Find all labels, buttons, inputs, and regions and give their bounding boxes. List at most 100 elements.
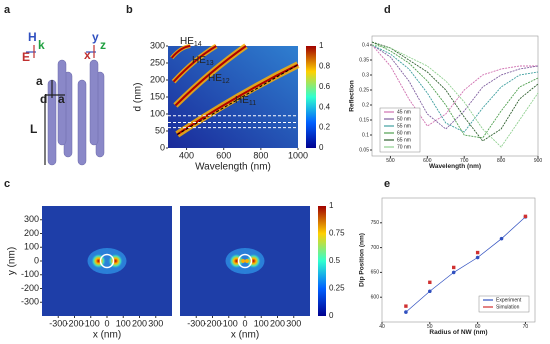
- data-point: [404, 310, 408, 314]
- legend-label: Experiment: [496, 297, 522, 303]
- x-tick-label: -200: [203, 318, 221, 328]
- y-tick-label: 250: [150, 57, 165, 67]
- heatmap-field: [180, 206, 310, 316]
- y-tick-label: 0.25: [359, 87, 369, 93]
- data-point: [428, 280, 432, 285]
- data-point: [475, 255, 480, 260]
- y-tick-label: 0.2: [362, 102, 369, 108]
- mode-name: HE: [235, 95, 249, 106]
- x-axis-label: x (nm): [231, 330, 259, 341]
- nanowire-outline: [237, 253, 253, 269]
- x-tick-label: 600: [216, 150, 231, 160]
- colorbar-tick-label: 0.4: [319, 102, 331, 111]
- colorbar-tick-label: 0: [329, 311, 334, 320]
- colorbar: [318, 206, 326, 316]
- panel-label: b: [126, 4, 133, 16]
- nanowire-diagram: [26, 45, 105, 166]
- panel-label: d: [384, 4, 391, 16]
- panel-label: e: [384, 178, 390, 190]
- heatmap-field: [168, 43, 300, 148]
- mode-label: HE14: [180, 36, 202, 48]
- y-tick-label: 0.1: [362, 132, 369, 138]
- y-tick-label: 150: [150, 91, 165, 101]
- mode-index: 14: [194, 41, 202, 48]
- diagram-label: H: [28, 30, 37, 44]
- y-axis-label: y (nm): [7, 247, 18, 275]
- x-tick-label: 500: [386, 158, 395, 164]
- legend-label: 60 nm: [397, 130, 411, 136]
- data-point: [499, 236, 504, 241]
- legend-label: 50 nm: [397, 116, 411, 122]
- y-tick-label: 50: [155, 125, 165, 135]
- x-axis-label: x (nm): [93, 330, 121, 341]
- colorbar-tick-label: 0.6: [319, 82, 331, 91]
- diagram-label: k: [38, 38, 45, 52]
- x-tick-label: -300: [49, 318, 67, 328]
- x-tick-label: 70: [523, 324, 529, 330]
- panel-label: c: [4, 178, 10, 190]
- heatmap-field: [42, 206, 172, 316]
- y-axis-label: Reflection: [349, 80, 356, 111]
- mode-name: HE: [180, 36, 194, 47]
- legend-label: 65 nm: [397, 137, 411, 143]
- mode-label: HE12: [208, 73, 230, 85]
- colorbar-tick-label: 0.2: [319, 123, 331, 132]
- series-line: [371, 44, 539, 133]
- field-core: [245, 259, 249, 263]
- y-axis-label: Dip Position (nm): [359, 233, 366, 287]
- y-tick-label: 0.4: [362, 42, 369, 48]
- x-tick-label: 300: [286, 318, 301, 328]
- mode-cutoff: [177, 64, 299, 135]
- y-tick-label: 100: [150, 108, 165, 118]
- y-tick-label: 750: [371, 220, 380, 226]
- x-tick-label: 900: [534, 158, 543, 164]
- colorbar-tick-label: 0.8: [319, 62, 331, 71]
- diagram-label: x: [84, 48, 91, 62]
- x-tick-label: 700: [460, 158, 469, 164]
- colorbar: [306, 46, 316, 148]
- mode-name: HE: [208, 73, 222, 84]
- data-point: [475, 250, 480, 255]
- colorbar-tick-label: 0.25: [329, 284, 345, 293]
- x-tick-label: 800: [497, 158, 506, 164]
- data-point: [452, 265, 456, 270]
- colorbar-tick-label: 0.75: [329, 229, 345, 238]
- colorbar-tick-label: 0.5: [329, 256, 341, 265]
- y-tick-label: 0: [160, 142, 165, 152]
- x-axis-label: Wavelength (nm): [195, 162, 271, 173]
- mode-core: [174, 45, 247, 107]
- x-tick-label: -300: [187, 318, 205, 328]
- diagram-label: E: [22, 50, 30, 64]
- y-axis-label: d (nm): [133, 83, 144, 112]
- mode-core: [172, 45, 217, 83]
- y-tick-label: 0: [34, 255, 39, 265]
- panel-label: a: [4, 4, 11, 16]
- diagram-label: d: [40, 92, 47, 106]
- nanowire-outline: [99, 253, 115, 269]
- x-tick-label: 40: [379, 324, 385, 330]
- y-tick-label: 700: [371, 245, 380, 251]
- diagram-label: y: [92, 30, 99, 44]
- mode-name: HE: [192, 55, 206, 66]
- y-tick-label: 300: [150, 40, 165, 50]
- mode-label: HE11: [235, 95, 256, 107]
- y-tick-label: 0.15: [359, 117, 369, 123]
- x-tick-label: 0: [104, 318, 109, 328]
- plot-frame: [381, 197, 536, 323]
- x-tick-label: 200: [270, 318, 285, 328]
- y-tick-label: -200: [21, 283, 39, 293]
- x-tick-label: -100: [82, 318, 100, 328]
- series-line: [405, 216, 526, 313]
- y-tick-label: 0.35: [359, 57, 369, 63]
- mode-index: 11: [249, 100, 256, 107]
- diagram-label: z: [100, 38, 106, 52]
- series-line: [371, 41, 539, 139]
- x-axis-label: Radius of NW (nm): [429, 329, 487, 336]
- y-tick-label: 0.05: [359, 147, 369, 153]
- x-tick-label: -100: [220, 318, 238, 328]
- legend-label: Simulation: [496, 304, 520, 310]
- mode-core: [176, 63, 299, 136]
- x-tick-label: 800: [253, 150, 268, 160]
- y-tick-label: 200: [150, 74, 165, 84]
